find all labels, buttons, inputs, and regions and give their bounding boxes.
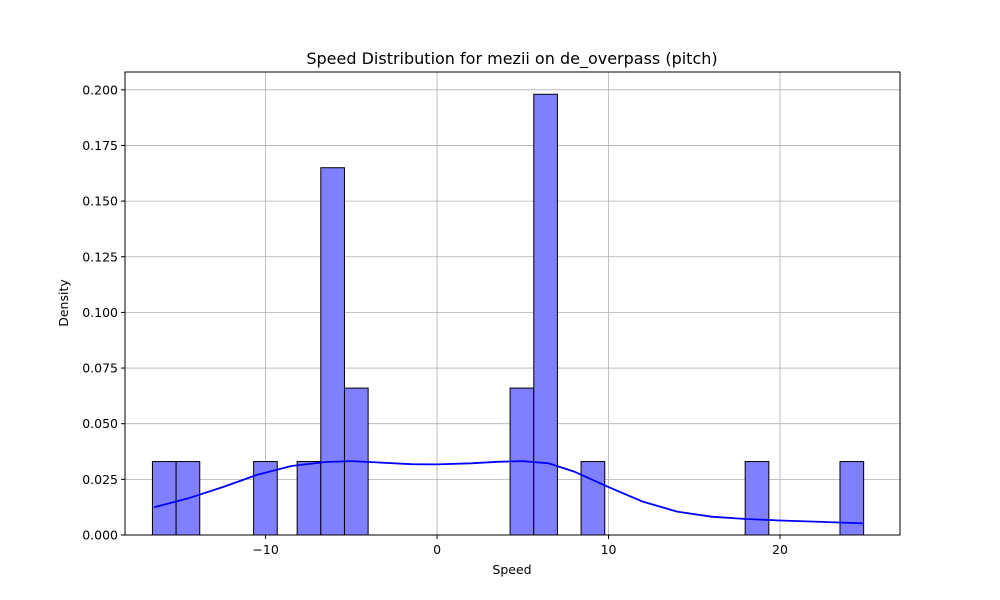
y-tick-label: 0.150 — [82, 194, 118, 209]
x-axis-ticks: −10 0 10 20 — [252, 535, 788, 557]
histogram-bar — [296, 461, 322, 536]
histogram-bar — [580, 461, 606, 536]
kde-curve — [153, 460, 865, 525]
x-tick-label: 20 — [772, 542, 788, 557]
chart-title: Speed Distribution for mezii on de_overp… — [306, 49, 717, 69]
y-tick-label: 0.075 — [82, 361, 118, 376]
y-tick-label: 0.025 — [82, 472, 118, 487]
plot-frame — [124, 71, 901, 536]
y-tick-label: 0.000 — [82, 528, 118, 543]
x-tick-label: −10 — [252, 542, 278, 557]
y-tick-label: 0.050 — [82, 416, 118, 431]
x-axis-label: Speed — [492, 562, 531, 577]
y-tick-label: 0.175 — [82, 138, 118, 153]
y-tick-label: 0.125 — [82, 249, 118, 264]
y-axis-ticks: 0.000 0.025 0.050 0.075 0.100 0.125 0.150 0.175… — [82, 82, 125, 543]
histogram-bar — [151, 461, 177, 536]
histogram-bar — [533, 93, 558, 536]
histogram-bar — [744, 461, 770, 536]
histogram-bar — [320, 167, 345, 536]
y-tick-label: 0.200 — [82, 82, 118, 97]
y-tick-label: 0.100 — [82, 305, 118, 320]
x-tick-label: 10 — [601, 542, 617, 557]
x-tick-label: 0 — [433, 542, 441, 557]
y-axis-label: Density — [56, 279, 71, 327]
histogram-bars — [151, 93, 865, 536]
